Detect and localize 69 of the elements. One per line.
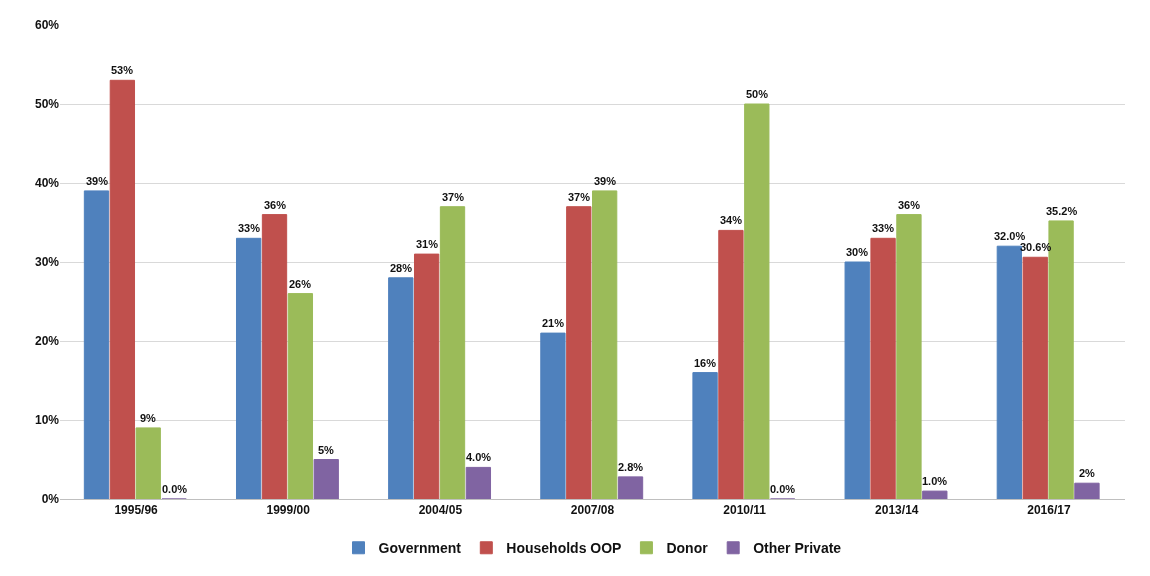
x-tick-label: 2010/11 — [723, 503, 767, 518]
legend-label: Government — [378, 540, 462, 557]
bar — [135, 427, 161, 499]
data-label: 34% — [720, 214, 743, 226]
x-tick-label: 2007/08 — [570, 503, 615, 518]
data-label: 5% — [318, 444, 335, 456]
y-tick-label: 30% — [34, 255, 60, 270]
y-tick-label: 10% — [34, 413, 60, 428]
data-label: 31% — [416, 238, 439, 250]
data-label: 2% — [1079, 467, 1096, 479]
bar — [718, 229, 744, 499]
data-label: 50% — [746, 88, 769, 100]
bar — [1074, 482, 1100, 499]
y-tick-label: 0% — [41, 492, 60, 507]
data-label: 16% — [694, 357, 717, 369]
bar — [566, 206, 592, 499]
bar — [109, 79, 136, 499]
bar — [235, 237, 262, 499]
bar — [313, 459, 339, 499]
bar — [744, 103, 770, 499]
y-tick-label: 50% — [34, 97, 60, 112]
y-tick-label: 60% — [34, 18, 60, 33]
bar — [413, 253, 440, 499]
data-label: 36% — [264, 199, 287, 211]
data-label: 39% — [594, 175, 617, 187]
legend-label: Other Private — [753, 540, 842, 557]
data-label: 37% — [442, 191, 465, 203]
data-label: 2.8% — [618, 461, 644, 473]
data-label: 9% — [140, 412, 157, 424]
x-tick-label: 2013/14 — [875, 503, 919, 518]
bar — [922, 490, 948, 499]
bar — [465, 466, 492, 499]
data-label: 0.0% — [162, 483, 188, 495]
data-label: 53% — [111, 64, 134, 76]
legend-label: Households OOP — [506, 540, 622, 557]
data-label: 32.0% — [994, 230, 1026, 242]
data-label: 1.0% — [922, 475, 948, 487]
x-tick-label: 2016/17 — [1027, 503, 1071, 518]
bar — [540, 332, 566, 499]
x-tick-label: 1995/96 — [114, 503, 159, 518]
bar — [83, 190, 110, 499]
bar — [1022, 256, 1048, 499]
bar — [870, 237, 896, 499]
y-tick-label: 20% — [34, 334, 60, 349]
bar — [844, 261, 870, 499]
data-label: 26% — [289, 278, 312, 290]
data-label: 37% — [568, 191, 591, 203]
bar — [896, 214, 922, 499]
data-label: 4.0% — [466, 451, 492, 463]
bar — [592, 190, 618, 499]
data-label: 33% — [238, 222, 261, 234]
x-tick-label: 2004/05 — [418, 503, 463, 518]
data-label: 36% — [898, 199, 921, 211]
data-label: 28% — [390, 262, 413, 274]
bar — [617, 476, 644, 499]
data-label: 39% — [86, 175, 109, 187]
bar — [439, 206, 466, 499]
bar — [692, 372, 718, 499]
legend-label: Donor — [666, 540, 709, 557]
data-label: 0.0% — [770, 483, 796, 495]
data-label: 35.2% — [1046, 205, 1078, 217]
bar — [388, 277, 414, 499]
x-tick-label: 1999/00 — [266, 503, 311, 518]
data-label: 33% — [872, 222, 895, 234]
data-label: 30% — [846, 246, 869, 258]
bar — [287, 293, 314, 499]
bar — [261, 214, 288, 499]
y-tick-label: 40% — [34, 176, 60, 191]
data-label: 21% — [542, 317, 565, 329]
